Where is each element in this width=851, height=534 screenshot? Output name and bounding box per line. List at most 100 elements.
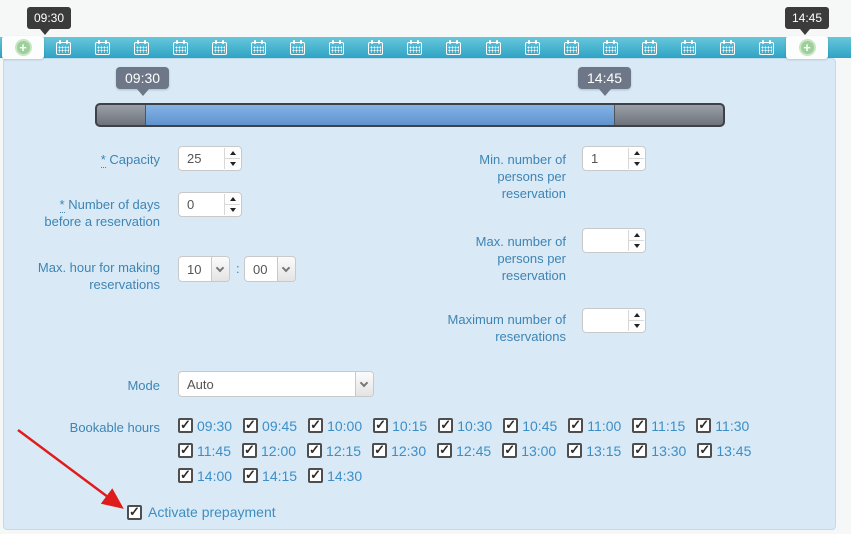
checkbox-icon[interactable] <box>178 417 193 433</box>
add-start-button[interactable]: + <box>14 39 32 56</box>
checkbox-icon[interactable] <box>567 442 583 458</box>
chevron-down-icon <box>281 263 291 273</box>
spin-down-button[interactable] <box>225 205 240 215</box>
checkbox-icon[interactable] <box>502 442 518 458</box>
dropdown-button[interactable] <box>277 257 295 281</box>
arrow-up-icon <box>633 233 640 237</box>
hour-label: 12:15 <box>326 442 362 459</box>
checkbox-icon[interactable] <box>696 417 712 433</box>
capacity-value: 25 <box>187 151 202 166</box>
spin-up-button[interactable] <box>629 310 644 321</box>
calendar-strip <box>44 37 786 58</box>
activate-prepayment[interactable]: Activate prepayment <box>127 504 276 520</box>
bookable-hour-10:30[interactable]: 10:30 <box>438 417 493 434</box>
checkbox-icon[interactable] <box>632 417 648 433</box>
calendar-icon <box>407 40 423 55</box>
min-persons-label: Min. number of persons per reservation <box>479 152 566 201</box>
bookable-hour-11:45[interactable]: 11:45 <box>178 442 231 459</box>
bookable-hour-13:00[interactable]: 13:00 <box>502 442 556 459</box>
bookable-hour-10:00[interactable]: 10:00 <box>308 417 362 434</box>
checkbox-icon[interactable] <box>437 442 453 458</box>
checkbox-icon[interactable] <box>373 417 389 433</box>
calendar-icon <box>758 40 774 55</box>
bookable-hour-14:15[interactable]: 14:15 <box>243 467 297 484</box>
arrow-down-icon <box>229 162 236 166</box>
checkbox-icon[interactable] <box>308 467 324 483</box>
time-range-slider[interactable] <box>95 103 725 127</box>
calendar-icon <box>95 40 111 55</box>
max-minute-value: 00 <box>253 262 268 277</box>
spin-down-button[interactable] <box>629 321 644 331</box>
bookable-hour-12:00[interactable]: 12:00 <box>242 442 296 459</box>
add-end-button[interactable]: + <box>798 39 816 56</box>
hour-label: 10:30 <box>457 417 493 434</box>
dropdown-button[interactable] <box>211 257 229 281</box>
checkbox-icon[interactable] <box>178 467 193 483</box>
hour-label: 12:45 <box>456 442 492 459</box>
calendar-icon <box>173 40 189 55</box>
hour-label: 11:00 <box>587 417 622 434</box>
spin-down-button[interactable] <box>225 159 240 169</box>
checkbox-icon[interactable] <box>503 417 519 433</box>
spin-up-button[interactable] <box>629 230 644 241</box>
capacity-input[interactable]: 25 <box>178 146 242 171</box>
checkbox-icon[interactable] <box>307 442 323 458</box>
spin-up-button[interactable] <box>629 148 644 159</box>
checkbox-icon[interactable] <box>568 417 584 433</box>
bookable-hour-09:30[interactable]: 09:30 <box>178 417 232 434</box>
days-before-value: 0 <box>187 197 195 212</box>
bookable-hours-row: 11:45 12:00 12:15 12:30 12:45 13:00 13:15 13:30… <box>178 438 762 463</box>
checkbox-icon[interactable] <box>372 442 388 458</box>
spin-up-button[interactable] <box>225 148 240 159</box>
checkbox-icon[interactable] <box>242 442 257 458</box>
days-before-label: * Number of days before a reservation <box>44 197 160 229</box>
bookable-hour-14:00[interactable]: 14:00 <box>178 467 232 484</box>
max-hour-select[interactable]: 10 <box>178 256 230 282</box>
hour-label: 11:45 <box>197 442 231 459</box>
checkbox-icon[interactable] <box>127 504 142 520</box>
mode-select[interactable]: Auto <box>178 371 374 397</box>
bookable-hour-10:45[interactable]: 10:45 <box>503 417 557 434</box>
checkbox-icon[interactable] <box>243 417 259 433</box>
checkbox-icon[interactable] <box>632 442 648 458</box>
hour-label: 09:45 <box>262 417 298 434</box>
hour-label: 11:15 <box>651 417 686 434</box>
max-persons-input[interactable] <box>582 228 646 253</box>
max-minute-select[interactable]: 00 <box>244 256 296 282</box>
required-mark: * <box>100 152 106 168</box>
min-persons-spinner <box>628 148 644 169</box>
spin-up-button[interactable] <box>225 194 240 205</box>
min-persons-input[interactable]: 1 <box>582 146 646 171</box>
spin-down-button[interactable] <box>629 241 644 251</box>
spin-down-button[interactable] <box>629 159 644 169</box>
days-before-input[interactable]: 0 <box>178 192 242 217</box>
bookable-hour-14:30[interactable]: 14:30 <box>308 467 362 484</box>
bookable-hour-09:45[interactable]: 09:45 <box>243 417 298 434</box>
red-arrow-annotation <box>17 429 124 509</box>
checkbox-icon[interactable] <box>438 417 454 433</box>
bookable-hour-11:00[interactable]: 11:00 <box>568 417 622 434</box>
max-reservations-input[interactable] <box>582 308 646 333</box>
bookable-hour-12:45[interactable]: 12:45 <box>437 442 492 459</box>
max-reservations-label: Maximum number of reservations <box>447 312 566 344</box>
timebar-end-cap: + <box>786 36 828 59</box>
bookable-hour-13:45[interactable]: 13:45 <box>697 442 751 459</box>
bookable-hour-11:15[interactable]: 11:15 <box>632 417 686 434</box>
timebar-end-time: 14:45 <box>792 11 823 25</box>
calendar-icon <box>134 40 150 55</box>
checkbox-icon[interactable] <box>308 417 324 433</box>
dropdown-button[interactable] <box>355 372 373 396</box>
timebar-end-tooltip: 14:45 <box>785 7 830 35</box>
bookable-hour-12:15[interactable]: 12:15 <box>307 442 362 459</box>
bookable-hour-13:15[interactable]: 13:15 <box>567 442 621 459</box>
checkbox-icon[interactable] <box>178 442 193 458</box>
bookable-hour-12:30[interactable]: 12:30 <box>372 442 426 459</box>
timebar-start-cap: + <box>2 36 44 59</box>
bookable-hour-11:30[interactable]: 11:30 <box>696 417 749 434</box>
checkbox-icon[interactable] <box>243 467 259 483</box>
bookable-hour-10:15[interactable]: 10:15 <box>373 417 427 434</box>
timebar-start-tooltip: 09:30 <box>27 7 72 35</box>
slider-selected-range[interactable] <box>145 105 615 125</box>
checkbox-icon[interactable] <box>697 442 713 458</box>
bookable-hour-13:30[interactable]: 13:30 <box>632 442 686 459</box>
